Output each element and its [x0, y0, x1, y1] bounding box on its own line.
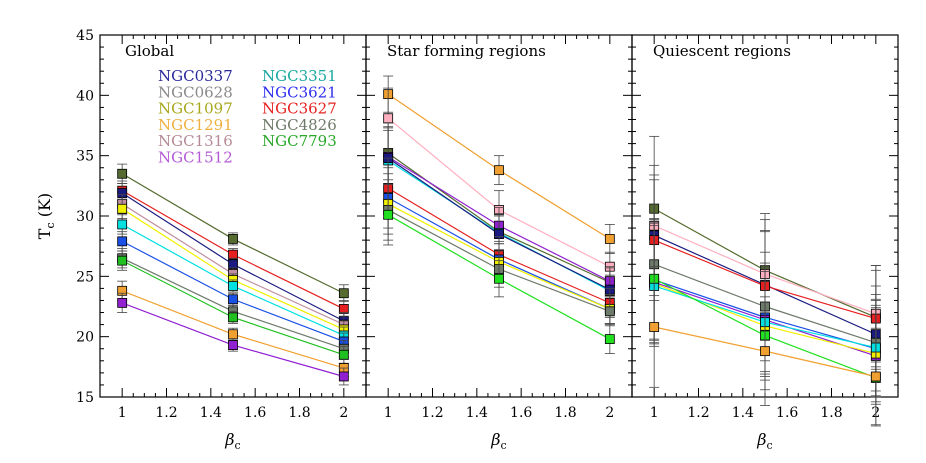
x-tick-label: 1.6 [776, 405, 798, 421]
data-point [228, 312, 238, 323]
legend-entry: NGC1512 [158, 149, 233, 167]
x-axis-label-subscript: c [501, 439, 507, 452]
y-axis-label-symbol: T [35, 228, 54, 239]
x-axis-label: βc [490, 430, 506, 452]
y-tick-label: 35 [76, 149, 94, 165]
series [383, 184, 615, 354]
panel-2: 1 1.2 1.4 1.6 1.8 2 Star forming regions βc [365, 34, 633, 452]
data-point [117, 255, 128, 266]
legend-entry: NGC3351 [262, 67, 337, 85]
data-point [117, 297, 128, 308]
x-tick-label: 2 [339, 405, 348, 421]
legend-entry: NGC7793 [262, 132, 337, 150]
legend-entry: NGC1316 [158, 132, 233, 150]
x-tick-label: 1 [118, 405, 127, 421]
data-point [117, 168, 128, 179]
y-tick-label: 45 [76, 28, 94, 44]
x-axis-label: βc [756, 430, 772, 452]
y-tick-label: 30 [76, 209, 94, 225]
data-point [383, 209, 394, 220]
data-point [338, 349, 349, 360]
x-tick-label: 1.8 [288, 405, 310, 421]
data-point [228, 340, 238, 351]
x-tick-label: 1.8 [554, 405, 576, 421]
data-point [338, 371, 349, 382]
x-tick-label: 1.6 [244, 405, 266, 421]
data-point [649, 322, 660, 332]
data-point [228, 329, 238, 340]
data-point [383, 113, 394, 124]
data-point [228, 259, 238, 270]
data-point [338, 304, 349, 314]
data-point [494, 165, 504, 176]
data-point [228, 249, 238, 260]
x-tick-label: 1.8 [820, 405, 842, 421]
x-tick-label: 1.4 [466, 405, 488, 421]
y-axis-label: Tc (K) [35, 193, 57, 239]
data-point [760, 346, 770, 357]
x-tick-label: 1.4 [200, 405, 222, 421]
y-tick-label: 25 [76, 269, 94, 285]
data-point [228, 234, 238, 244]
data-point [117, 203, 128, 214]
series [117, 292, 349, 386]
x-tick-label: 2 [605, 405, 614, 421]
data-point [604, 234, 615, 244]
x-tick-label: 1 [384, 405, 393, 421]
data-point [870, 371, 881, 382]
data-point [117, 236, 128, 247]
x-tick-label: 1.2 [155, 405, 177, 421]
x-axis-label-subscript: c [235, 439, 241, 452]
legend-entry: NGC3627 [262, 100, 337, 118]
data-point [604, 334, 615, 344]
legend-entry: NGC3621 [262, 83, 337, 101]
data-point [604, 306, 615, 317]
y-tick-label: 40 [76, 88, 94, 104]
data-point [494, 273, 504, 284]
x-tick-label: 1.2 [421, 405, 443, 421]
x-axis-label-symbol: β [224, 430, 234, 449]
data-point [228, 281, 238, 291]
panel-1: 1 1.2 1.4 1.6 1.8 2 15 20 25 30 35 40 45 Global βc [76, 28, 367, 452]
series [117, 163, 349, 303]
legend: NGC0337NGC0628NGC1097NGC1291NGC1316NGC15… [158, 67, 337, 167]
legend-entry: NGC1291 [158, 116, 233, 134]
y-axis-label-subscript: c [44, 222, 57, 228]
x-axis-label-subscript: c [767, 439, 773, 452]
data-point [117, 219, 128, 230]
x-tick-label: 1.6 [510, 405, 532, 421]
y-axis-label-unit: (K) [35, 193, 54, 223]
legend-entry: NGC4826 [262, 116, 337, 134]
x-axis-label: βc [224, 430, 240, 452]
y-tick-label: 20 [76, 330, 94, 346]
panel-title: Quiescent regions [653, 42, 791, 60]
data-point [228, 294, 238, 305]
x-tick-label: 1 [650, 405, 659, 421]
series [649, 266, 881, 426]
x-tick-label: 1.2 [687, 405, 709, 421]
x-axis-label-symbol: β [756, 430, 766, 449]
legend-entry: NGC1097 [158, 100, 233, 118]
x-tick-label: 1.4 [732, 405, 754, 421]
data-point [338, 288, 349, 299]
legend-entry: NGC0337 [158, 67, 233, 85]
y-tick-label: 15 [76, 390, 94, 406]
panel-title: Star forming regions [387, 42, 546, 60]
panel-title: Global [125, 42, 174, 60]
legend-entry: NGC0628 [158, 83, 233, 101]
x-axis-label-symbol: β [490, 430, 500, 449]
